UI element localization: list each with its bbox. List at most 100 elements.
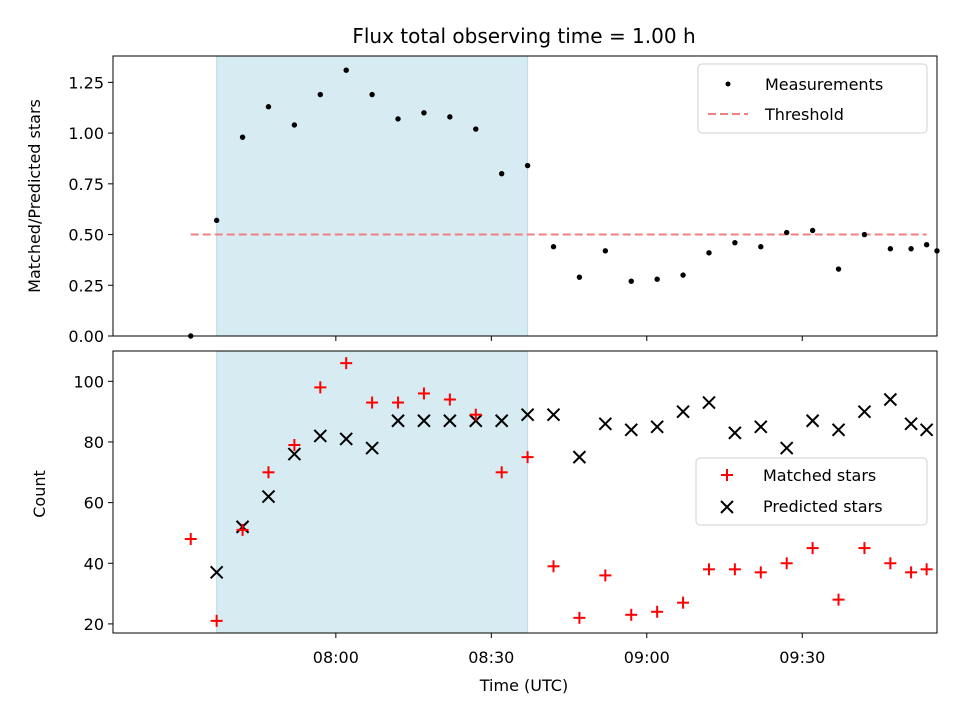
top-x-ticks (335, 336, 803, 341)
predicted-stars-point (313, 429, 328, 443)
legend-matched-marker (721, 469, 733, 481)
predicted-stars-point (624, 423, 638, 437)
measurement-point (923, 241, 930, 248)
measurement-point (343, 67, 349, 73)
measurement-point (887, 246, 894, 252)
measurement-point (835, 266, 842, 272)
predicted-stars-point (702, 395, 716, 410)
predicted-stars-point (728, 426, 742, 440)
figure-title: Flux total observing time = 1.00 h (352, 24, 695, 48)
matched-stars-point (625, 608, 638, 621)
predicted-stars-point (209, 565, 224, 580)
top-legend-frame (697, 63, 928, 134)
top-y-tick-label: 0.75 (68, 175, 104, 194)
measurement-point (421, 110, 427, 116)
top-y-axis: 0.00 0.25 0.50 0.75 1.00 1.25 (68, 73, 113, 346)
predicted-stars-point (857, 404, 872, 419)
predicted-stars-point (391, 414, 405, 428)
measurement-point (213, 217, 220, 224)
legend-threshold-label: Threshold (764, 105, 844, 124)
bottom-legend: Matched stars Predicted stars (695, 457, 928, 526)
matched-stars-point (920, 563, 933, 576)
measurement-point (291, 122, 298, 128)
legend-matched-label: Matched stars (763, 466, 876, 485)
x-tick-label: 08:00 (313, 648, 359, 667)
matched-stars-point (728, 563, 741, 576)
matched-stars-point (366, 396, 379, 409)
top-legend: Measurements Threshold (697, 63, 928, 134)
matched-stars-point (236, 523, 249, 536)
matched-stars-point (288, 439, 301, 451)
matched-stars-point (262, 466, 275, 479)
predicted-stars-point (469, 414, 483, 428)
matched-stars-point (599, 569, 612, 582)
measurement-point (550, 244, 557, 250)
matched-stars-point (858, 542, 871, 555)
measurement-point (758, 244, 764, 250)
matched-stars-point (521, 451, 534, 464)
measurement-point (732, 239, 738, 246)
matched-stars-point (495, 466, 508, 479)
bottom-y-tick-label: 100 (73, 372, 104, 391)
predicted-stars-point (598, 417, 613, 431)
predicted-stars-point (339, 432, 353, 446)
measurement-point (239, 134, 246, 140)
matched-stars-point (314, 381, 327, 394)
predicted-stars-point (572, 450, 587, 464)
predicted-stars-point (805, 414, 820, 428)
measurement-point (706, 250, 712, 256)
legend-predicted-label: Predicted stars (763, 497, 883, 516)
predicted-stars-point (919, 423, 934, 437)
measurement-point (908, 246, 914, 252)
predicted-stars-point (904, 417, 918, 431)
matched-stars-point (573, 611, 586, 624)
matched-stars-point (651, 605, 664, 618)
bottom-x-axis: 08:00 08:30 09:00 09:30 (313, 633, 825, 667)
bottom-y-tick-label: 20 (84, 615, 104, 634)
measurement-point (861, 231, 868, 238)
bottom-panel: 20 40 60 80 100 08:00 08:30 09:00 09:30 Count T… (30, 350, 938, 695)
top-y-axis-label: Matched/Predicted stars (25, 99, 44, 293)
matched-stars-point (392, 396, 405, 409)
predicted-stars-point (365, 441, 379, 455)
bottom-y-axis-label: Count (30, 470, 49, 518)
legend-measurements-label: Measurements (765, 75, 883, 94)
bottom-axes-frame (112, 350, 938, 634)
bottom-legend-frame (695, 457, 928, 526)
legend-predicted-marker (720, 500, 734, 514)
predicted-stars-point (287, 447, 302, 461)
matched-stars-point (417, 387, 430, 400)
predicted-stars-point (650, 420, 664, 434)
matched-stars-point (184, 533, 197, 545)
measurement-point (784, 229, 790, 236)
matched-stars-point (754, 566, 767, 579)
top-y-tick-label: 0.00 (68, 327, 104, 346)
x-tick-label: 09:30 (779, 648, 825, 667)
predicted-stars-point (494, 414, 509, 428)
matched-stars-point (832, 593, 845, 606)
measurement-point (628, 278, 634, 284)
top-y-tick-label: 1.25 (68, 73, 104, 92)
predicted-stars-point (546, 407, 561, 422)
measurement-point (317, 91, 323, 98)
top-y-tick-label: 0.50 (68, 226, 104, 245)
matched-stars-point (340, 357, 353, 370)
measurement-point (602, 248, 609, 254)
matched-stars-point (884, 557, 897, 570)
bottom-y-axis: 20 40 60 80 100 (73, 372, 113, 634)
matched-stars-point (905, 566, 918, 579)
measurement-point (654, 276, 660, 282)
top-panel: 0.00 0.25 0.50 0.75 1.00 1.25 Matched/Predict… (25, 55, 940, 346)
top-shaded-span (216, 55, 529, 337)
matched-stars-point (677, 596, 690, 609)
measurement-point (524, 162, 531, 169)
top-axes-frame (112, 55, 938, 337)
predicted-stars-point (443, 414, 457, 428)
measurement-point (369, 91, 375, 98)
legend-measurements-marker (725, 81, 731, 87)
matched-stars-point (547, 560, 560, 573)
matched-stars-point (780, 557, 793, 570)
matched-stars-point (443, 393, 456, 406)
measurement-point (265, 104, 272, 110)
